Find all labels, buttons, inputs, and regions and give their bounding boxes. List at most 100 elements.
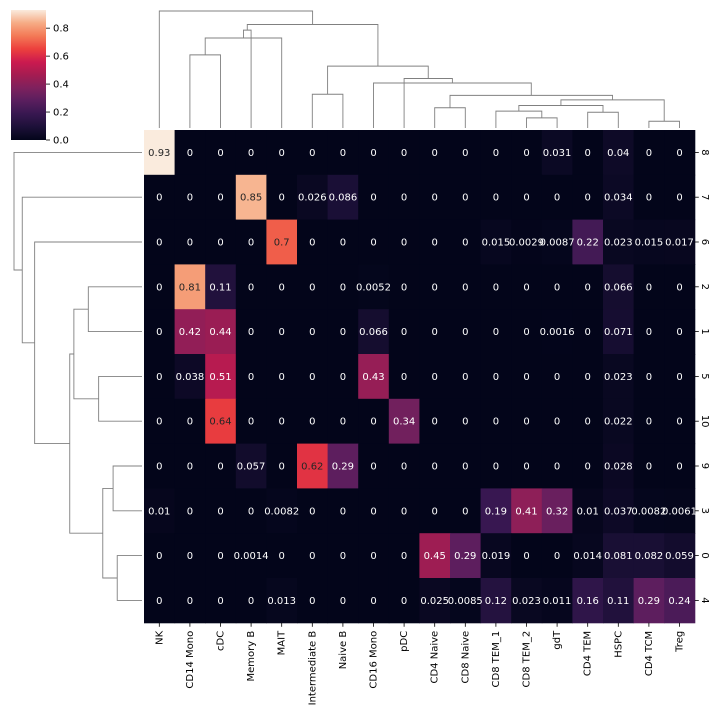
- cell-annotation: 0: [187, 551, 193, 562]
- heatmap-cell: [450, 174, 482, 221]
- heatmap-cell: [144, 533, 176, 579]
- cell-annotation: 0: [279, 327, 285, 338]
- cell-annotation: 0.42: [179, 327, 201, 338]
- heatmap-cell: [450, 533, 482, 579]
- heatmap-cell: [419, 309, 451, 355]
- cell-annotation: 0: [156, 238, 162, 249]
- heatmap-cell: [388, 398, 420, 445]
- cell-annotation: 0: [401, 148, 407, 159]
- cell-annotation: 0: [370, 462, 376, 473]
- cell-annotation: 0: [187, 193, 193, 204]
- heatmap-cell: [511, 533, 543, 579]
- heatmap-cell: [664, 130, 696, 176]
- heatmap-cell: [480, 578, 512, 624]
- heatmap-cell: [511, 354, 543, 400]
- cell-annotation: 0.023: [604, 238, 633, 249]
- heatmap-cell: [358, 219, 390, 265]
- dendrogram-link: [327, 65, 429, 95]
- heatmap-cell: [511, 264, 543, 310]
- heatmap-cell: [297, 130, 329, 176]
- cell-annotation: 0: [554, 372, 560, 383]
- heatmap-cell: [572, 309, 604, 355]
- column-label: Memory B: [246, 631, 257, 682]
- cell-annotation: 0: [401, 282, 407, 293]
- cell-annotation: 0: [370, 193, 376, 204]
- heatmap-cell: [266, 488, 298, 534]
- heatmap-cell: [633, 488, 665, 534]
- heatmap-cell: [358, 354, 390, 400]
- cell-annotation: 0: [217, 193, 223, 204]
- heatmap-cell: [266, 398, 298, 445]
- cell-annotation: 0: [279, 193, 285, 204]
- cell-annotations: 0.93 0 0 0 0 0 0 0 0 0 0 0 0 0.031 0 0.04 0 0 0 0 0 0.85 0 0.02…: [148, 148, 697, 607]
- column-dendrogram: [158, 10, 680, 128]
- heatmap-cell: [266, 219, 298, 265]
- heatmap-cell: [327, 398, 359, 445]
- cell-annotation: 0: [462, 462, 468, 473]
- heatmap-cell: [358, 130, 390, 176]
- heatmap-cell: [327, 309, 359, 355]
- heatmap-cell: [205, 443, 237, 489]
- heatmap-cell: [205, 174, 237, 221]
- heatmap-cell: [297, 488, 329, 534]
- cell-annotation: 0: [676, 327, 682, 338]
- heatmap-cell: [419, 533, 451, 579]
- heatmap-cell: [511, 398, 543, 445]
- heatmap-cell: [603, 398, 635, 445]
- heatmap-cell: [358, 398, 390, 445]
- row-label: 3: [699, 508, 710, 514]
- cell-annotation: 0.7: [274, 238, 290, 249]
- column-label: HSPC: [613, 631, 624, 658]
- cell-annotation: 0.037: [604, 506, 633, 517]
- cell-annotation: 0.16: [577, 596, 599, 607]
- heatmap-cell: [205, 354, 237, 400]
- cell-annotation: 0: [432, 506, 438, 517]
- cell-annotation: 0: [248, 148, 254, 159]
- cell-annotation: 0: [309, 282, 315, 293]
- heatmap-cell: [327, 264, 359, 310]
- heatmap-cell: [511, 174, 543, 221]
- heatmap-cell: [572, 219, 604, 265]
- heatmap-cell: [572, 130, 604, 176]
- cell-annotation: 0: [187, 462, 193, 473]
- heatmap-cell: [450, 398, 482, 445]
- cell-annotation: 0: [370, 417, 376, 428]
- row-label: 1: [699, 328, 710, 334]
- cell-annotation: 0: [554, 551, 560, 562]
- dendrogram-link: [98, 375, 142, 422]
- heatmap-cell: [603, 130, 635, 176]
- heatmap-cell: [174, 443, 206, 489]
- cell-annotation: 0: [340, 417, 346, 428]
- heatmap-cell: [450, 443, 482, 489]
- heatmap-cell: [480, 219, 512, 265]
- cell-annotation: 0: [646, 282, 652, 293]
- row-label: 9: [699, 463, 710, 469]
- heatmap-cell: [388, 533, 420, 579]
- heatmap-cell: [541, 219, 573, 265]
- cell-annotation: 0: [156, 327, 162, 338]
- heatmap-cell: [419, 398, 451, 445]
- heatmap-cell: [388, 130, 420, 176]
- cell-annotation: 0: [248, 417, 254, 428]
- row-label: 10: [699, 415, 710, 428]
- dendrogram-link: [587, 111, 619, 128]
- cell-annotation: 0: [462, 506, 468, 517]
- heatmap-cell: [664, 578, 696, 624]
- heatmap-cell: [174, 219, 206, 265]
- cell-annotation: 0: [370, 596, 376, 607]
- cell-annotation: 0: [585, 193, 591, 204]
- heatmap-cell: [572, 443, 604, 489]
- heatmap-cell: [450, 578, 482, 624]
- heatmap-cell: [633, 443, 665, 489]
- cell-annotation: 0: [401, 551, 407, 562]
- cell-annotation: 0: [279, 551, 285, 562]
- heatmap-cell: [327, 174, 359, 221]
- cell-annotation: 0: [309, 148, 315, 159]
- cell-annotation: 0: [432, 372, 438, 383]
- cell-annotation: 0: [217, 148, 223, 159]
- cell-annotation: 0.066: [359, 327, 388, 338]
- dendrogram-link: [246, 24, 379, 67]
- heatmap-cell: [664, 264, 696, 310]
- cell-annotation: 0: [401, 193, 407, 204]
- column-label: CD4 Naive: [430, 631, 441, 684]
